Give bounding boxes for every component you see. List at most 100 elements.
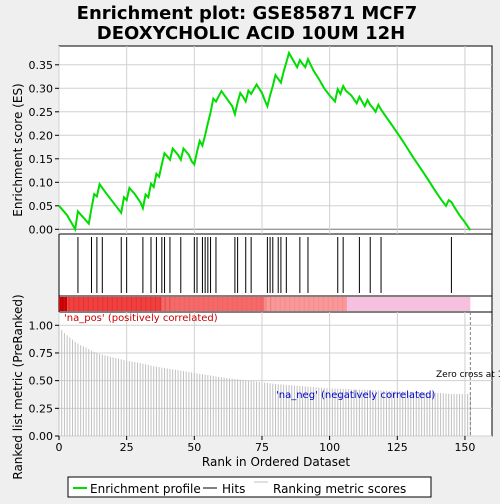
ranking-bar-stripe [78,297,80,311]
x-tick-label: 25 [120,441,134,454]
ranking-bar-stripe [207,297,209,311]
ranking-bar-stripe [265,297,267,311]
ranking-bar-segment [59,297,68,311]
ranking-bar-stripe [130,297,132,311]
ranking-bar-stripe [294,297,296,311]
ranking-bar-stripe [150,297,152,311]
ranking-y-tick-label: 0.25 [29,402,54,415]
legend-box [67,476,432,498]
ranking-bar-stripe [202,297,204,311]
ranking-y-tick-label: 0.00 [29,430,54,443]
x-tick-label: 50 [187,441,201,454]
ranking-bar-stripe [337,297,339,311]
ranking-bar-stripe [308,297,310,311]
ranking-bar-stripe [63,297,65,311]
ranking-bar-segment [67,297,162,311]
es-y-tick-label: 0.30 [29,82,54,95]
ranking-bar-stripe [231,297,233,311]
ranking-bar-segment [346,297,471,311]
ranking-bar-stripe [126,297,128,311]
ranking-bar-stripe [169,297,171,311]
ranking-bar-stripe [246,297,248,311]
es-y-tick-label: 0.35 [29,59,54,72]
chart-title-line-1: Enrichment plot: GSE85871 MCF7 [77,3,418,24]
ranking-bar-stripe [68,297,70,311]
es-y-tick-label: 0.00 [29,223,54,236]
ranking-bar-stripe [226,297,228,311]
ranking-bar-stripe [82,297,84,311]
x-tick-label: 0 [56,441,63,454]
es-gridlines [58,46,492,234]
ranking-bar-stripe [260,297,262,311]
x-tick-label: 125 [387,441,408,454]
ranking-bar-stripe [159,297,161,311]
ranking-bar-stripe [135,297,137,311]
zero-cross-annotation: Zero cross at 152 [436,370,500,380]
enrichment-profile [58,50,472,233]
ranking-y-tick-label: 0.50 [29,375,54,388]
legend-hits-label: Hits [222,482,245,496]
ranking-bar-stripe [92,297,94,311]
ranking-y-axis-label: Ranked list metric (PreRanked) [11,294,25,479]
ranking-bar-stripe [313,297,315,311]
ranking-bar-stripe [303,297,305,311]
ranking-y-tick-label: 1.00 [29,319,54,332]
legend: Enrichment profile Hits Ranking metric s… [67,476,432,498]
enrichment-profile-line [58,50,472,233]
ranking-bar-stripe [322,297,324,311]
x-tick-label: 100 [319,441,340,454]
ranking-bar-segment [264,297,347,311]
es-y-axis: 0.00 0.05 0.10 0.15 0.20 0.25 0.30 0.35 [29,59,59,236]
na-pos-annotation: 'na_pos' (positively correlated) [64,313,218,324]
ranking-bar-stripe [342,297,344,311]
ranking-bar-stripe [183,297,185,311]
x-tick-label: 150 [454,441,475,454]
es-y-tick-label: 0.15 [29,153,54,166]
ranking-bar-stripe [198,297,200,311]
ranking-bar-stripe [217,297,219,311]
es-y-tick-label: 0.10 [29,176,54,189]
es-y-axis-label: Enrichment score (ES) [11,83,25,216]
legend-enrichment-label: Enrichment profile [90,482,201,496]
ranking-bar-stripe [279,297,281,311]
ranking-bar-stripe [193,297,195,311]
ranking-bar-stripe [255,297,257,311]
ranking-y-axis: 0.00 0.25 0.50 0.75 1.00 [29,319,59,443]
ranking-bar-stripe [250,297,252,311]
x-tick-label: 75 [255,441,269,454]
x-axis: 0 25 50 75 100 125 150 [56,436,475,454]
ranking-bar-stripe [241,297,243,311]
ranking-color-bar [59,297,471,311]
ranking-bar-stripe [73,297,75,311]
es-y-tick-label: 0.05 [29,200,54,213]
ranking-bar-stripe [270,297,272,311]
ranking-y-tick-label: 0.75 [29,347,54,360]
na-neg-annotation: 'na_neg' (negatively correlated) [276,390,435,401]
ranking-bar-stripe [164,297,166,311]
ranking-bar-stripe [59,297,60,311]
ranking-bar-stripe [222,297,224,311]
ranking-bar-stripe [106,297,108,311]
ranking-metric-area [58,312,471,436]
ranking-bar-stripe [212,297,214,311]
hit-markers [77,237,452,293]
ranking-bar-stripe [236,297,238,311]
x-axis-label: Rank in Ordered Dataset [202,455,350,469]
ranking-bar-stripe [289,297,291,311]
ranking-bar-stripe [178,297,180,311]
ranking-bar-stripe [327,297,329,311]
ranking-bar-stripe [298,297,300,311]
ranking-bar-stripe [87,297,89,311]
ranking-bar-stripe [284,297,286,311]
ranking-bar-stripe [174,297,176,311]
ranking-bar-stripe [188,297,190,311]
es-y-tick-label: 0.25 [29,106,54,119]
ranking-bar-stripe [140,297,142,311]
chart-title-line-2: DEOXYCHOLIC ACID 10UM 12H [97,23,405,44]
ranking-bar-stripe [111,297,113,311]
ranking-bar-stripe [121,297,123,311]
ranking-bar-stripe [97,297,99,311]
legend-ranking-label: Ranking metric scores [273,482,406,496]
hits-panel-frame [58,233,493,297]
